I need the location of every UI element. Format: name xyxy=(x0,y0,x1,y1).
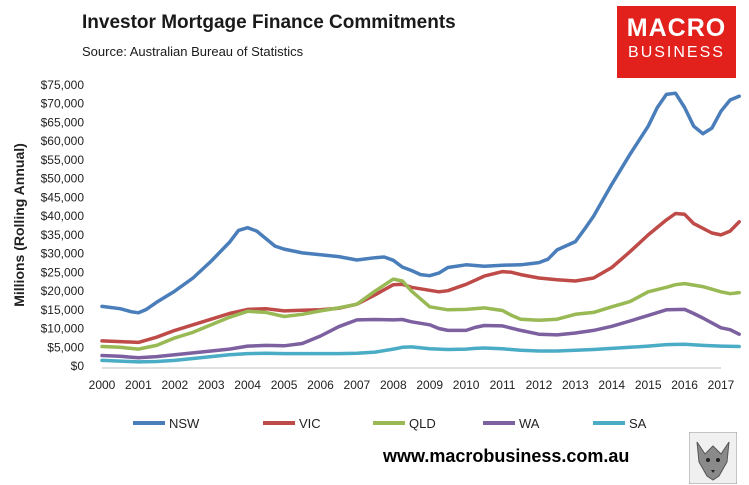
y-tick-label: $55,000 xyxy=(41,153,85,167)
x-tick-label: 2013 xyxy=(562,378,589,392)
legend-label-nsw: NSW xyxy=(169,416,200,431)
y-tick-label: $75,000 xyxy=(41,78,85,92)
x-tick-label: 2014 xyxy=(598,378,625,392)
x-axis: 2000 2001 2002 2003 2004 2005 2006 2007 2008 2009… xyxy=(89,367,735,392)
y-axis: $0 $5,000 $10,000 $15,000 $20,000 $25,000 $30,… xyxy=(41,78,85,373)
y-tick-label: $40,000 xyxy=(41,209,85,223)
y-tick-label: $30,000 xyxy=(41,247,85,261)
y-tick-label: $15,000 xyxy=(41,303,85,317)
x-tick-label: 2011 xyxy=(490,378,516,392)
y-tick-label: $60,000 xyxy=(41,134,85,148)
chart-subtitle: Source: Australian Bureau of Statistics xyxy=(82,44,304,59)
y-tick-label: $5,000 xyxy=(47,340,84,354)
y-tick-label: $25,000 xyxy=(41,265,85,279)
x-tick-label: 2006 xyxy=(307,378,334,392)
legend-label-sa: SA xyxy=(629,416,647,431)
chart-title: Investor Mortgage Finance Commitments xyxy=(82,12,456,33)
series-line-sa xyxy=(100,342,741,364)
y-axis-label: Millions (Rolling Annual) xyxy=(11,143,27,307)
series-line-vic xyxy=(100,211,741,345)
x-tick-label: 2000 xyxy=(89,378,116,392)
y-tick-label: $70,000 xyxy=(41,97,85,111)
legend-label-qld: QLD xyxy=(409,416,436,431)
y-tick-label: $65,000 xyxy=(41,115,85,129)
series-line-wa xyxy=(100,307,741,360)
y-tick-label: $35,000 xyxy=(41,228,85,242)
legend-label-vic: VIC xyxy=(299,416,321,431)
logo-line-macro: MACRO xyxy=(626,14,727,42)
x-tick-label: 2003 xyxy=(198,378,225,392)
website-url: www.macrobusiness.com.au xyxy=(383,446,630,466)
x-tick-label: 2005 xyxy=(271,378,298,392)
x-tick-label: 2008 xyxy=(380,378,407,392)
wolf-icon xyxy=(689,432,737,484)
logo-line-business: BUSINESS xyxy=(628,44,725,61)
y-tick-label: $10,000 xyxy=(41,322,85,336)
x-tick-label: 2004 xyxy=(234,378,261,392)
legend-label-wa: WA xyxy=(519,416,540,431)
legend: NSW VIC QLD WA SA xyxy=(133,416,647,431)
y-tick-label: $0 xyxy=(71,359,85,373)
x-tick-label: 2007 xyxy=(344,378,371,392)
y-tick-label: $45,000 xyxy=(41,190,85,204)
x-tick-label: 2002 xyxy=(161,378,188,392)
y-tick-label: $50,000 xyxy=(41,172,85,186)
x-tick-label: 2001 xyxy=(125,378,152,392)
series-line-qld xyxy=(100,277,741,351)
series-lines xyxy=(100,91,741,364)
x-tick-label: 2012 xyxy=(526,378,553,392)
x-tick-label: 2009 xyxy=(416,378,443,392)
x-tick-label: 2016 xyxy=(671,378,698,392)
x-tick-label: 2017 xyxy=(708,378,735,392)
x-tick-label: 2010 xyxy=(453,378,480,392)
series-line-nsw xyxy=(100,91,741,315)
y-tick-label: $20,000 xyxy=(41,284,85,298)
macrobusiness-logo: MACRO BUSINESS xyxy=(617,6,736,78)
x-tick-label: 2015 xyxy=(635,378,662,392)
